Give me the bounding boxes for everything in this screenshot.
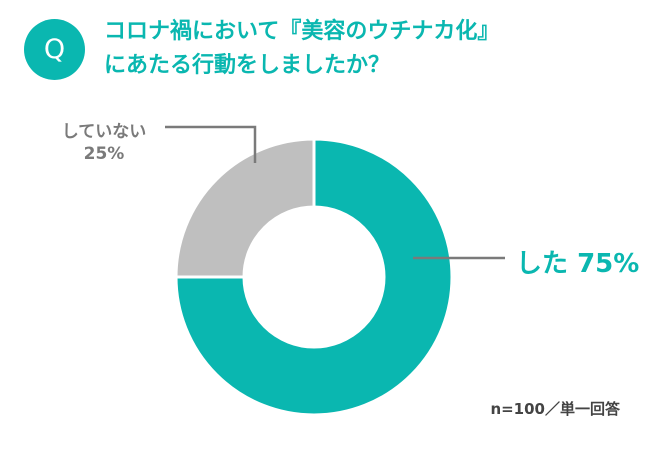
label-done-name: した — [516, 249, 569, 279]
sample-note: n=100／単一回答 — [490, 400, 620, 418]
donut-slice-done — [174, 137, 454, 417]
donut-slice-not-done — [174, 137, 316, 279]
question-line-1: コロナ禍において『美容のウチナカ化』 — [104, 19, 500, 44]
donut-slices — [174, 137, 454, 417]
question-badge: Q — [24, 19, 85, 80]
label-not-done-name: していない — [61, 122, 147, 142]
label-not-done-value: 25% — [83, 144, 125, 164]
label-not-done: していない 25% — [46, 117, 162, 164]
label-done: した 75% — [516, 243, 639, 280]
question-line-2: にあたる行動をしましたか？ — [104, 53, 391, 78]
label-done-value: 75% — [577, 249, 640, 279]
question-title: コロナ禍において『美容のウチナカ化』 にあたる行動をしましたか？ — [104, 15, 634, 83]
leader-line-not-done — [165, 125, 257, 163]
